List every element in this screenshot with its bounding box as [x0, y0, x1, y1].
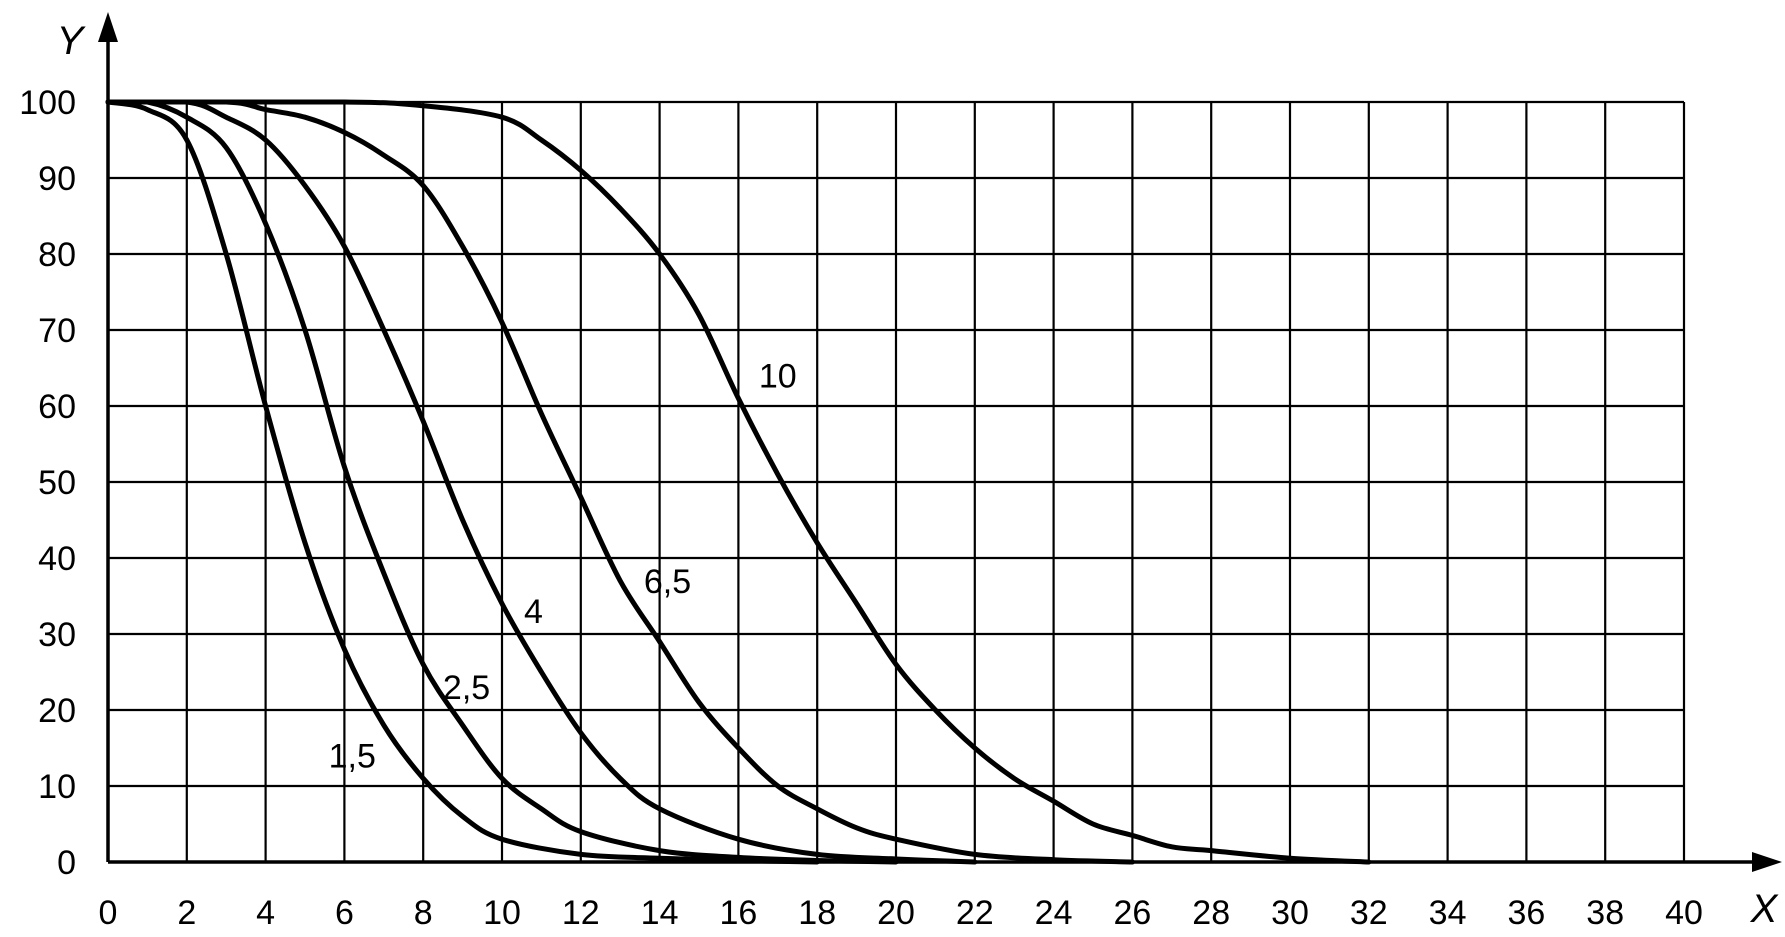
- axes: X Y: [57, 12, 1782, 931]
- y-axis-arrow: [98, 12, 118, 42]
- x-axis-label: X: [1750, 887, 1779, 931]
- y-tick-label: 90: [38, 160, 76, 198]
- x-tick-label: 30: [1271, 894, 1309, 932]
- x-tick-label: 2: [177, 894, 196, 932]
- y-tick-label: 30: [38, 616, 76, 654]
- x-tick-label: 36: [1507, 894, 1545, 932]
- curve-label: 4: [524, 593, 543, 631]
- x-tick-label: 16: [719, 894, 757, 932]
- curve-label: 10: [759, 358, 797, 396]
- curve-label: 1,5: [329, 738, 376, 776]
- x-tick-label: 34: [1429, 894, 1467, 932]
- y-tick-label: 0: [57, 844, 76, 882]
- series-line: [105, 99, 978, 865]
- y-tick-label: 80: [38, 236, 76, 274]
- y-axis-label: Y: [57, 19, 87, 63]
- x-axis-arrow: [1752, 852, 1782, 872]
- y-tick-label: 60: [38, 388, 76, 426]
- tick-labels: 0 2 4 6 8 10 12 14 16 18 20 22 24 26 28 30 32 34 36 38 40010…: [19, 84, 1703, 932]
- series-line: [105, 99, 1135, 865]
- y-tick-label: 50: [38, 464, 76, 502]
- x-tick-label: 26: [1113, 894, 1151, 932]
- series-line: [105, 99, 899, 865]
- x-tick-label: 22: [956, 894, 994, 932]
- grid: [108, 100, 1686, 862]
- y-tick-label: 70: [38, 312, 76, 350]
- curve-label: 6,5: [644, 563, 691, 601]
- x-tick-label: 18: [798, 894, 836, 932]
- x-tick-label: 20: [877, 894, 915, 932]
- x-tick-label: 28: [1192, 894, 1230, 932]
- x-tick-label: 6: [335, 894, 354, 932]
- series: [105, 99, 1372, 865]
- x-tick-label: 40: [1665, 894, 1703, 932]
- x-tick-label: 32: [1350, 894, 1388, 932]
- x-tick-label: 38: [1586, 894, 1624, 932]
- y-tick-label: 100: [19, 84, 76, 122]
- x-tick-label: 14: [641, 894, 679, 932]
- x-tick-label: 4: [256, 894, 275, 932]
- curve-labels: 1,5 2,5 4 6,5 10: [329, 358, 797, 776]
- y-tick-label: 10: [38, 768, 76, 806]
- x-tick-label: 24: [1035, 894, 1073, 932]
- curve-label: 2,5: [443, 669, 490, 707]
- y-tick-label: 20: [38, 692, 76, 730]
- y-tick-label: 40: [38, 540, 76, 578]
- x-tick-label: 10: [483, 894, 521, 932]
- series-line: [105, 99, 820, 865]
- series-line: [105, 99, 1372, 865]
- x-tick-label: 12: [562, 894, 600, 932]
- x-tick-label: 0: [99, 894, 118, 932]
- x-tick-label: 8: [414, 894, 433, 932]
